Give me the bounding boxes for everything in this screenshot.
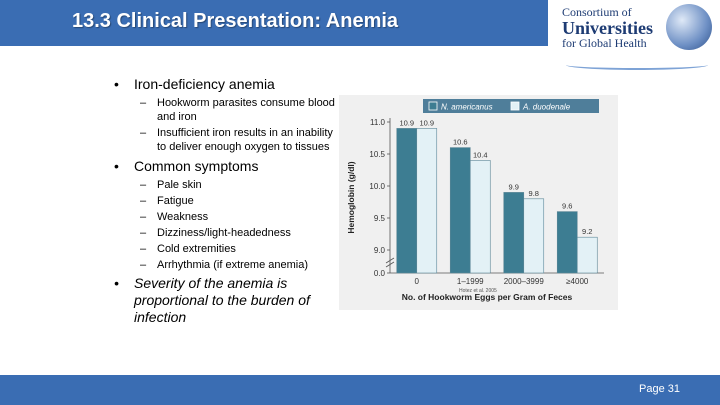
bar-data-label: 9.6 [562, 202, 572, 211]
slide-title: 13.3 Clinical Presentation: Anemia [72, 10, 399, 32]
logo-line-1: Consortium of [562, 5, 632, 19]
sub-bullet: Arrhythmia (if extreme anemia) [112, 258, 342, 272]
globe-icon [666, 4, 712, 50]
bar-data-label: 10.9 [419, 118, 434, 127]
title-bar: 13.3 Clinical Presentation: Anemia [0, 0, 560, 46]
bar-data-label: 9.2 [582, 227, 592, 236]
bar [416, 128, 438, 274]
footer-bar: Page 31 [0, 375, 720, 405]
x-tick-label: 1–1999 [457, 277, 484, 286]
x-tick-label: 2000–3999 [504, 277, 545, 286]
y-tick-label: 0.0 [374, 269, 386, 278]
page-number: Page 31 [639, 383, 680, 395]
bar [449, 147, 471, 274]
bar [503, 192, 525, 274]
bullet-list: Iron-deficiency anemia Hookworm parasite… [112, 76, 342, 329]
legend-swatch [428, 101, 438, 111]
bar [576, 236, 598, 274]
hemoglobin-chart: N. americanus A. duodenale 0.0 9.0 9.5 10.0 10… [339, 95, 618, 310]
bullet-iron-deficiency: Iron-deficiency anemia [112, 76, 342, 93]
x-axis-title: No. of Hookworm Eggs per Gram of Feces [402, 292, 573, 302]
sub-bullet: Fatigue [112, 194, 342, 208]
logo-line-2: Universities [562, 17, 653, 38]
sub-bullet: Hookworm parasites consume blood and iro… [112, 96, 342, 124]
source-citation: Hotez et al. 2005 [459, 288, 497, 294]
sub-bullet: Insufficient iron results in an inabilit… [112, 126, 342, 154]
bar-data-label: 10.4 [473, 150, 488, 159]
bar-data-label: 10.6 [453, 138, 468, 147]
sub-bullet: Cold extremities [112, 242, 342, 256]
logo-line-3: for Global Health [562, 36, 647, 51]
bullet-common-symptoms: Common symptoms [112, 158, 342, 175]
sub-bullet: Pale skin [112, 178, 342, 192]
y-tick-label: 10.5 [369, 150, 385, 159]
x-tick-label: ≥4000 [566, 277, 589, 286]
legend-label: A. duodenale [522, 103, 571, 112]
axis-break-mark [385, 261, 395, 268]
y-tick-label: 10.0 [369, 182, 385, 191]
bar-data-label: 9.8 [529, 189, 539, 198]
chart-svg: N. americanus A. duodenale 0.0 9.0 9.5 10.0 10… [346, 99, 604, 302]
bar-data-label: 10.9 [399, 118, 414, 127]
axis-break-mark [385, 257, 395, 264]
sub-bullet: Dizziness/light-headedness [112, 226, 342, 240]
y-axis-title: Hemoglobin (g/dl) [346, 161, 356, 233]
bullet-severity: Severity of the anemia is proportional t… [112, 275, 342, 326]
x-tick-label: 0 [415, 277, 420, 286]
swoosh-decoration [566, 60, 708, 70]
bar [523, 198, 545, 274]
legend-label: N. americanus [441, 103, 493, 112]
y-tick-label: 9.5 [374, 214, 386, 223]
y-tick-label: 11.0 [370, 118, 386, 127]
bar [556, 211, 578, 274]
sub-bullet: Weakness [112, 210, 342, 224]
bar [396, 128, 418, 274]
logo-text: Consortium of Universities for Global He… [562, 6, 653, 50]
cugh-logo: Consortium of Universities for Global He… [548, 0, 720, 74]
y-tick-label: 9.0 [374, 246, 386, 255]
bar [469, 160, 491, 274]
bar-data-label: 9.9 [509, 182, 519, 191]
legend-swatch [510, 101, 520, 111]
